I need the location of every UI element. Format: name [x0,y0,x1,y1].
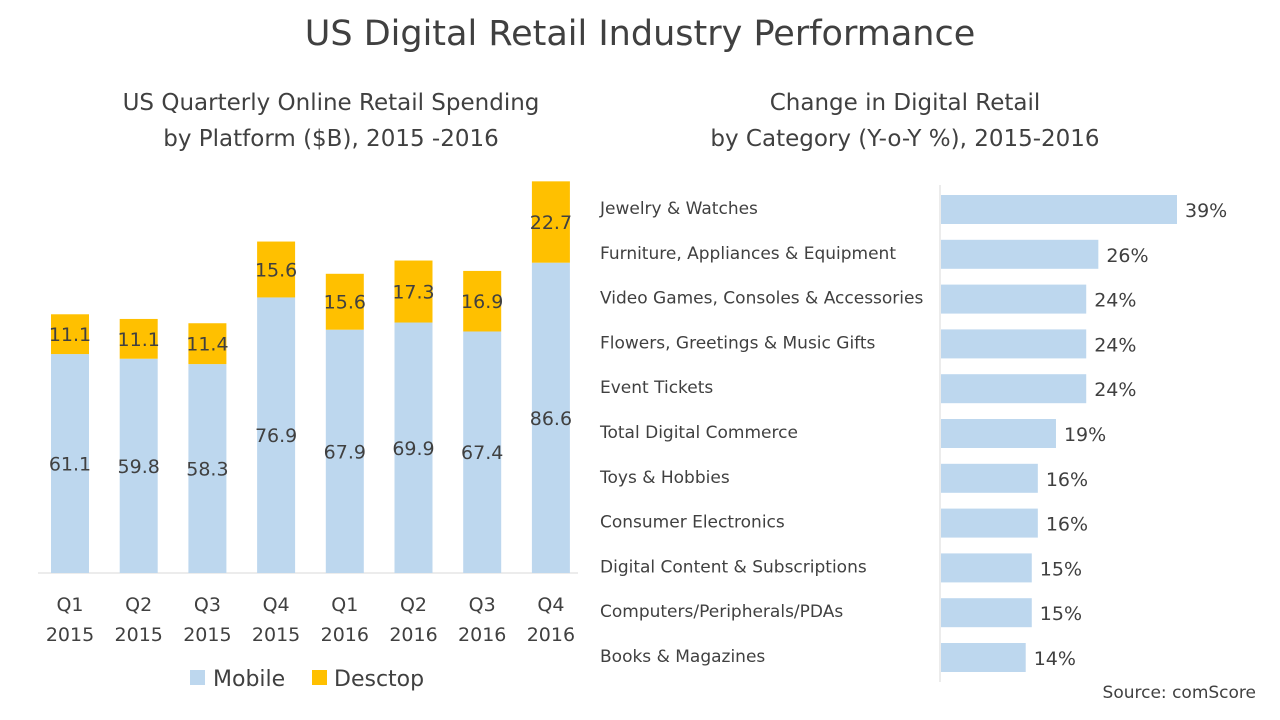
desktop-value-label: 11.1 [118,329,160,351]
x-tick-quarter: Q4 [263,594,290,616]
desktop-bar [188,323,227,365]
category-label: Event Tickets [600,378,713,398]
category-label: Total Digital Commerce [599,423,798,443]
mobile-bar [531,262,570,573]
mobile-bar [119,358,158,573]
x-tick-year: 2016 [527,624,575,646]
legend-desktop-label: Desctop [334,667,424,692]
mobile-value-label: 59.8 [118,456,160,478]
category-label: Flowers, Greetings & Music Gifts [600,333,876,353]
desktop-bar [257,241,296,298]
source-note: Source: comScore [1102,683,1256,703]
mobile-bar [394,322,433,573]
desktop-value-label: 16.9 [461,291,503,313]
legend-desktop-swatch [312,670,327,685]
x-tick-quarter: Q3 [194,594,221,616]
desktop-bar [119,318,158,359]
right-chart-title-line-1: Change in Digital Retail [769,90,1041,116]
desktop-value-label: 15.6 [255,259,297,281]
desktop-bar [325,273,364,330]
mobile-bar [463,331,502,573]
legend-mobile-label: Mobile [213,667,285,692]
category-value-label: 16% [1046,514,1088,536]
desktop-value-label: 11.4 [186,334,228,356]
category-bar [941,239,1099,269]
category-label: Furniture, Appliances & Equipment [600,244,896,264]
x-tick-year: 2015 [46,624,94,646]
x-tick-quarter: Q4 [537,594,564,616]
x-tick-quarter: Q2 [400,594,427,616]
desktop-bar [51,314,89,355]
right-chart-title-line-2: by Category (Y-o-Y %), 2015-2016 [710,126,1100,152]
x-tick-year: 2015 [252,624,300,646]
x-tick-year: 2016 [389,624,437,646]
category-value-label: 39% [1185,200,1227,222]
category-bar [941,463,1038,493]
right-chart-title: Change in Digital Retail by Category (Y-… [610,85,1200,157]
x-tick-year: 2015 [183,624,231,646]
x-tick-quarter: Q3 [469,594,496,616]
x-tick-year: 2015 [115,624,163,646]
mobile-bar [325,329,364,573]
category-bar [941,329,1087,359]
category-label: Toys & Hobbies [599,468,730,488]
category-bar [941,195,1177,224]
x-tick-year: 2016 [458,624,506,646]
desktop-value-label: 17.3 [392,282,434,304]
mobile-value-label: 58.3 [186,459,228,481]
category-bar [941,643,1026,672]
legend-mobile-swatch [190,670,205,685]
x-tick-quarter: Q1 [331,594,358,616]
x-tick-quarter: Q2 [125,594,152,616]
category-bar [941,553,1032,583]
category-bar [941,508,1038,538]
category-value-label: 15% [1040,603,1082,625]
category-label: Digital Content & Subscriptions [600,557,867,577]
category-value-label: 15% [1040,558,1082,580]
category-bar [941,374,1087,404]
category-label: Computers/Peripherals/PDAs [600,602,843,622]
left-chart-title: US Quarterly Online Retail Spending by P… [36,85,626,157]
category-value-label: 24% [1094,379,1136,401]
category-label: Consumer Electronics [600,513,785,533]
category-value-label: 16% [1046,469,1088,491]
mobile-value-label: 67.9 [324,441,366,463]
mobile-value-label: 69.9 [392,438,434,460]
desktop-bar [463,270,502,332]
desktop-value-label: 11.1 [49,324,91,346]
category-value-label: 24% [1094,290,1136,312]
category-bar [941,419,1056,448]
left-chart-title-line-2: by Platform ($B), 2015 -2016 [163,126,499,152]
category-value-label: 14% [1034,648,1076,670]
category-label: Video Games, Consoles & Accessories [600,289,923,309]
mobile-value-label: 67.4 [461,442,503,464]
mobile-bar [188,364,227,573]
category-value-label: 19% [1064,424,1106,446]
mobile-value-label: 86.6 [530,408,572,430]
desktop-bar [394,260,433,323]
x-tick-year: 2016 [321,624,369,646]
page-title: US Digital Retail Industry Performance [304,14,976,54]
category-value-label: 26% [1106,245,1148,267]
mobile-value-label: 76.9 [255,425,297,447]
category-bar [941,598,1032,628]
category-label: Jewelry & Watches [599,199,758,219]
desktop-value-label: 22.7 [530,212,572,234]
x-tick-quarter: Q1 [56,594,83,616]
desktop-bar [531,181,570,263]
desktop-value-label: 15.6 [324,292,366,314]
category-bar [941,284,1087,314]
mobile-bar [257,297,296,573]
mobile-value-label: 61.1 [49,454,91,476]
category-label: Books & Magazines [600,647,765,667]
mobile-bar [51,354,89,573]
left-chart-title-line-1: US Quarterly Online Retail Spending [122,90,540,116]
category-value-label: 24% [1094,334,1136,356]
